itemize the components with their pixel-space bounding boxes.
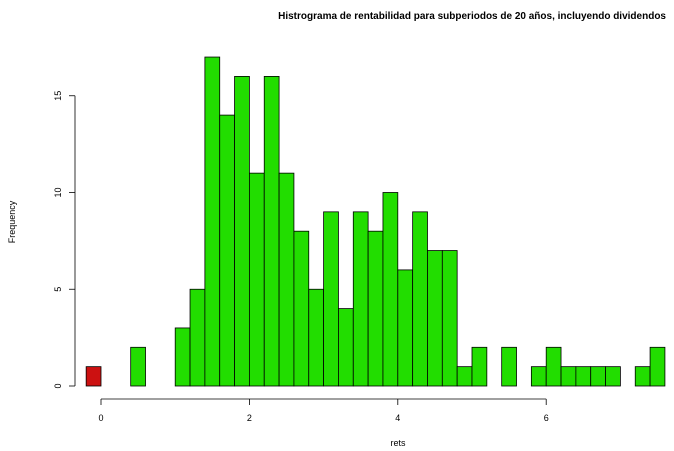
histogram-bar <box>575 366 592 387</box>
histogram-bar <box>545 346 562 387</box>
x-tick-label: 6 <box>544 413 549 423</box>
y-axis-label: Frequency <box>7 200 17 243</box>
histogram-bar <box>649 346 666 387</box>
histogram-bar <box>278 172 295 387</box>
y-axis: 0 5 10 15 <box>53 91 76 389</box>
x-axis: 0 2 4 6 <box>98 398 549 423</box>
histogram-bar <box>427 250 443 387</box>
y-tick-label: 5 <box>53 287 63 292</box>
y-tick-label: 0 <box>53 383 63 388</box>
histogram-bar <box>471 346 488 387</box>
y-tick-label: 10 <box>53 187 63 197</box>
x-tick-label: 4 <box>395 413 400 423</box>
histogram-bar <box>530 366 547 387</box>
histogram-bar <box>219 114 235 387</box>
histogram-bar <box>323 211 339 387</box>
histogram-bar <box>174 327 191 387</box>
histogram-bar <box>501 346 517 387</box>
histogram-bar <box>352 211 369 387</box>
histogram-bar <box>308 288 325 387</box>
histogram-bar <box>456 366 473 387</box>
histogram-bar <box>590 366 606 387</box>
chart-title: Histrograma de rentabilidad para subperi… <box>278 11 666 22</box>
histogram-bar <box>248 172 265 387</box>
histogram-bar <box>234 76 250 387</box>
histogram-bars <box>85 56 666 387</box>
histogram-bar <box>634 366 651 387</box>
x-tick-label: 2 <box>247 413 252 423</box>
histogram-bar <box>85 366 102 387</box>
histogram-bar <box>605 366 621 387</box>
histogram-bar <box>338 308 354 387</box>
x-axis-label: rets <box>390 438 406 448</box>
histogram-bar <box>560 366 577 387</box>
histogram-bar <box>204 56 221 387</box>
histogram-bar <box>263 76 280 387</box>
y-tick-label: 15 <box>53 91 63 101</box>
histogram-bar <box>189 288 206 387</box>
histogram-bar <box>130 346 146 387</box>
histogram-bar <box>367 230 384 387</box>
histogram-bar <box>382 192 399 387</box>
histogram-bar <box>441 250 458 387</box>
histogram-bar <box>293 230 310 387</box>
histogram-bar <box>397 269 414 387</box>
x-tick-label: 0 <box>98 413 103 423</box>
histogram-bar <box>412 211 428 387</box>
